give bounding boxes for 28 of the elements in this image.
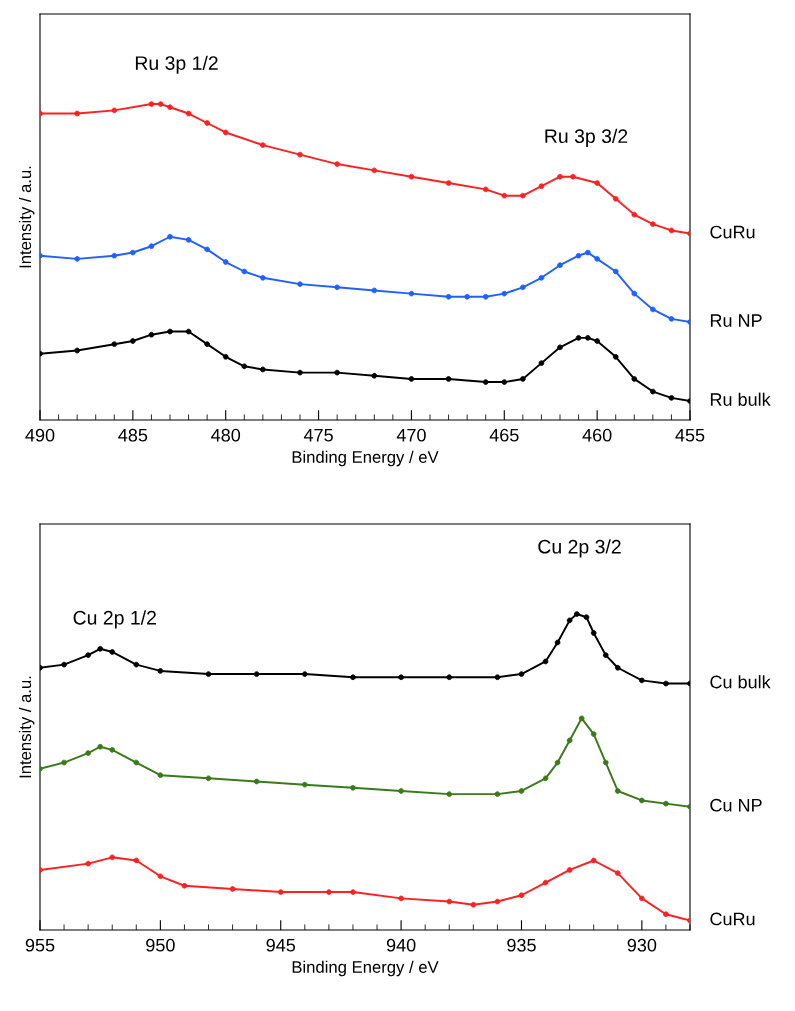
x-tick-label: 485 <box>118 428 148 442</box>
y-axis-title: Intensity / a.u. <box>18 166 35 268</box>
x-tick-label: 940 <box>386 938 416 952</box>
annotation: Cu 2p 1/2 <box>73 610 156 629</box>
annotation: Ru 3p 3/2 <box>545 128 628 147</box>
series-label: Cu bulk <box>710 675 771 689</box>
x-tick-label: 930 <box>627 938 657 952</box>
x-tick-label: 955 <box>25 938 55 952</box>
y-axis-title: Intensity / a.u. <box>18 676 35 778</box>
x-axis-title: Binding Energy / eV <box>292 960 439 977</box>
series-label: Ru bulk <box>710 392 771 406</box>
x-tick-label: 475 <box>303 429 333 442</box>
x-tick-label: 470 <box>396 428 426 442</box>
x-axis-title: Binding Energy / eV <box>292 450 439 467</box>
x-tick-label: 460 <box>582 428 612 442</box>
x-tick-label: 465 <box>489 428 519 442</box>
x-tick-label: 945 <box>266 938 296 952</box>
text: Ru 3p 1/2 <box>135 55 218 74</box>
x-tick-label: 455 <box>675 429 705 442</box>
series-label: Cu NP <box>710 798 762 812</box>
series-label: Ru NP <box>710 314 762 327</box>
x-tick-label: 480 <box>211 428 241 442</box>
x-tick-label: 950 <box>146 938 175 952</box>
series-label: CuRu <box>710 912 755 926</box>
x-tick-label: 490 <box>25 428 55 442</box>
x-tick-label: 935 <box>507 938 536 952</box>
series-label: CuRu <box>710 225 755 239</box>
text: Cu 2p 3/2 <box>538 539 621 558</box>
